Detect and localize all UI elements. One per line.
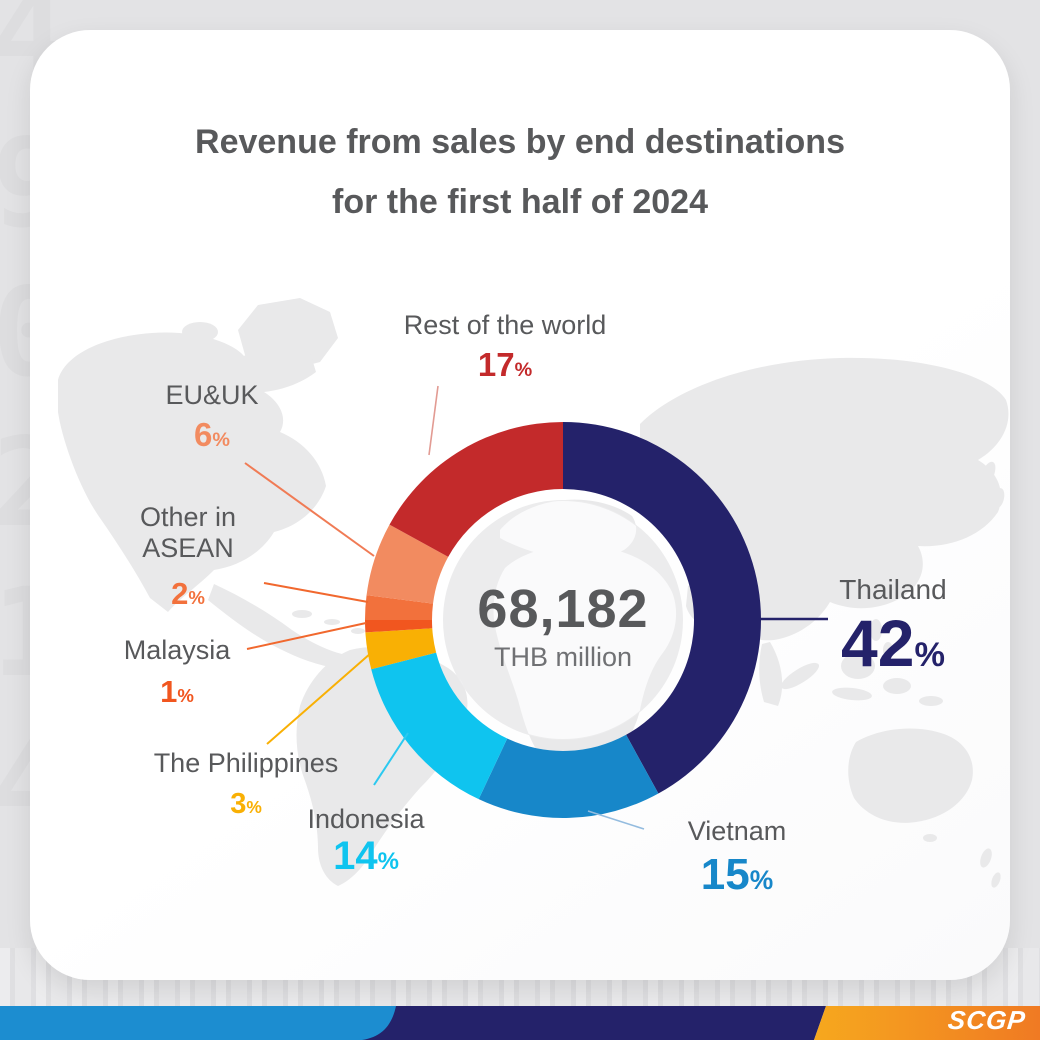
segment-percent: 6% bbox=[194, 416, 230, 453]
segment-percent: 15% bbox=[700, 850, 774, 899]
donut-segment-eu-uk bbox=[366, 524, 449, 604]
donut-segment-the-philippines bbox=[365, 628, 437, 670]
segment-name: Other in ASEAN bbox=[139, 502, 237, 563]
title-line-1: Revenue from sales by end destinations bbox=[195, 123, 845, 161]
segment-name: Rest of the world bbox=[403, 310, 607, 340]
segment-name: Indonesia bbox=[307, 804, 425, 834]
footer-blue-band bbox=[0, 1006, 400, 1040]
leader-line-rest-of-world bbox=[428, 385, 439, 456]
donut-segment-indonesia bbox=[371, 652, 508, 800]
label-euuk: EU&UK 6% bbox=[132, 380, 292, 456]
label-indonesia: Indonesia 14% bbox=[266, 804, 466, 877]
donut-center-label: 68,182 THB million bbox=[413, 579, 713, 673]
donut-segment-thailand bbox=[563, 422, 762, 794]
leader-line-vietnam bbox=[587, 810, 645, 830]
leader-line-malaysia bbox=[246, 622, 367, 650]
leader-line-indonesia bbox=[373, 732, 409, 786]
total-unit: THB million bbox=[493, 642, 633, 672]
footer-orange-band bbox=[814, 1006, 1040, 1040]
footer-bar bbox=[0, 1006, 1040, 1040]
segment-percent: 1% bbox=[160, 674, 194, 709]
segment-name: The Philippines bbox=[153, 748, 339, 778]
donut-ring bbox=[364, 422, 762, 819]
donut-segment-malaysia bbox=[365, 620, 433, 633]
page-title: Revenue from sales by end destinations f… bbox=[60, 122, 980, 222]
label-other-in-asean: Other in ASEAN 2% bbox=[108, 502, 268, 613]
label-thailand: Thailand 42% bbox=[793, 574, 993, 687]
segment-percent: 42% bbox=[841, 606, 945, 680]
label-malaysia: Malaysia 1% bbox=[97, 635, 257, 711]
title-line-2: for the first half of 2024 bbox=[332, 183, 708, 221]
leader-line-euuk bbox=[244, 462, 375, 557]
label-rest-of-world: Rest of the world 17% bbox=[375, 310, 635, 386]
leader-line-philippines bbox=[266, 652, 372, 745]
segment-name: EU&UK bbox=[165, 380, 259, 410]
segment-name: Vietnam bbox=[687, 816, 787, 846]
label-vietnam: Vietnam 15% bbox=[637, 816, 837, 902]
label-the-philippines: The Philippines 3% bbox=[146, 748, 346, 823]
leader-line-other-asean bbox=[263, 582, 369, 603]
segment-percent: 14% bbox=[333, 834, 399, 878]
footer-navy-band bbox=[362, 1006, 826, 1040]
segment-name: Malaysia bbox=[123, 635, 231, 665]
donut-segment-other-in-asean bbox=[364, 595, 434, 620]
segment-percent: 3% bbox=[230, 788, 262, 820]
donut-segment-vietnam bbox=[478, 734, 659, 819]
scgp-logo: SCGP bbox=[946, 1005, 1028, 1035]
donut-segment-rest-of-the-world bbox=[389, 422, 563, 557]
segment-name: Thailand bbox=[839, 574, 947, 605]
segment-percent: 2% bbox=[171, 576, 205, 611]
segment-percent: 17% bbox=[477, 346, 533, 383]
total-value: 68,182 bbox=[477, 579, 649, 639]
